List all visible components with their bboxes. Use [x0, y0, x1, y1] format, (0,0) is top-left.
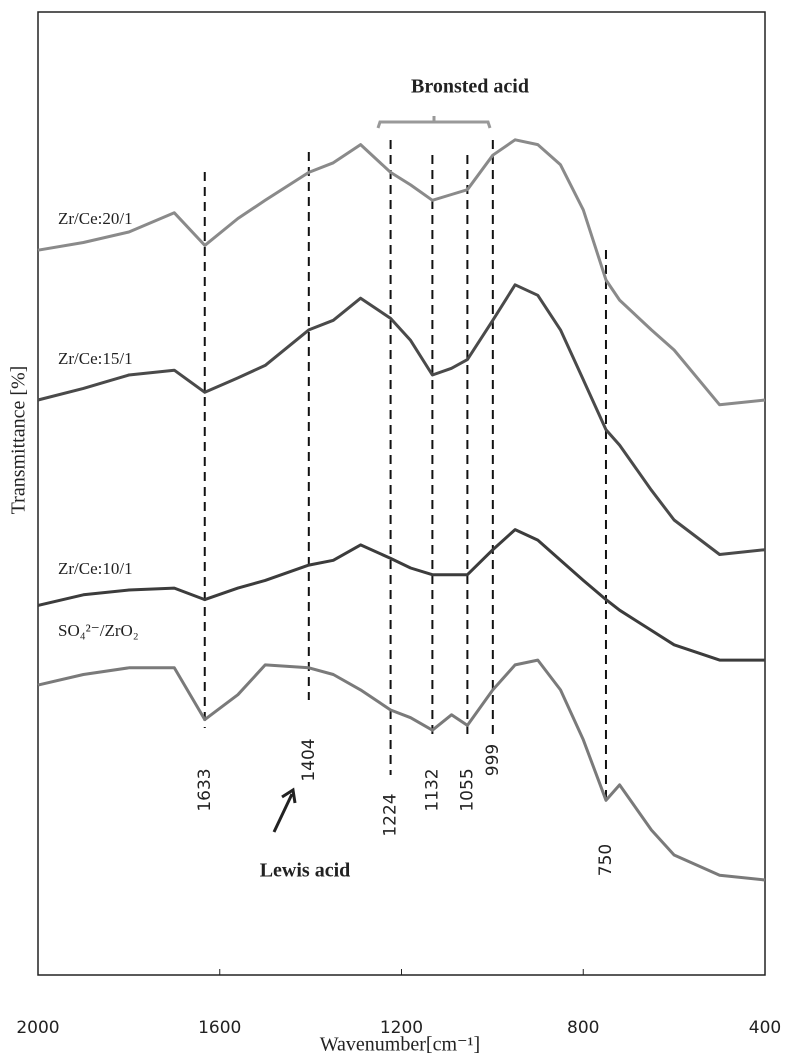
x-tick-label: 2000: [16, 1018, 59, 1038]
spectrum-line: [38, 285, 765, 555]
lewis-label: Lewis acid: [260, 860, 351, 882]
peak-label: 750: [596, 844, 616, 876]
spectrum-line: [38, 140, 765, 405]
plot-frame: [38, 12, 765, 975]
series-label: Zr/Ce:15/1: [58, 349, 133, 368]
y-axis-label: Transmittance [%]: [8, 366, 30, 515]
peak-label: 1224: [381, 793, 401, 836]
spectrum-line: [38, 660, 765, 880]
x-tick-label: 1200: [380, 1018, 423, 1038]
peak-label: 1404: [299, 738, 319, 781]
series-label: Zr/Ce:10/1: [58, 559, 133, 578]
peak-label: 999: [483, 744, 503, 776]
peak-label: 1633: [195, 768, 215, 811]
x-tick-label: 800: [567, 1018, 599, 1038]
series-label: Zr/Ce:20/1: [58, 209, 133, 228]
series-label: SO₄²⁻/ZrO₂: [58, 621, 139, 640]
lewis-arrow: [274, 790, 295, 832]
bronsted-label: Bronsted acid: [411, 76, 529, 98]
bronsted-bracket: [378, 116, 490, 128]
x-tick-label: 1600: [198, 1018, 241, 1038]
peak-label: 1132: [422, 768, 442, 811]
peak-label: 1055: [457, 768, 477, 811]
spectrum-line: [38, 530, 765, 661]
chart: Wavenumber[cm⁻¹] Transmittance [%] Brons…: [0, 0, 790, 1059]
x-tick-label: 400: [749, 1018, 781, 1038]
